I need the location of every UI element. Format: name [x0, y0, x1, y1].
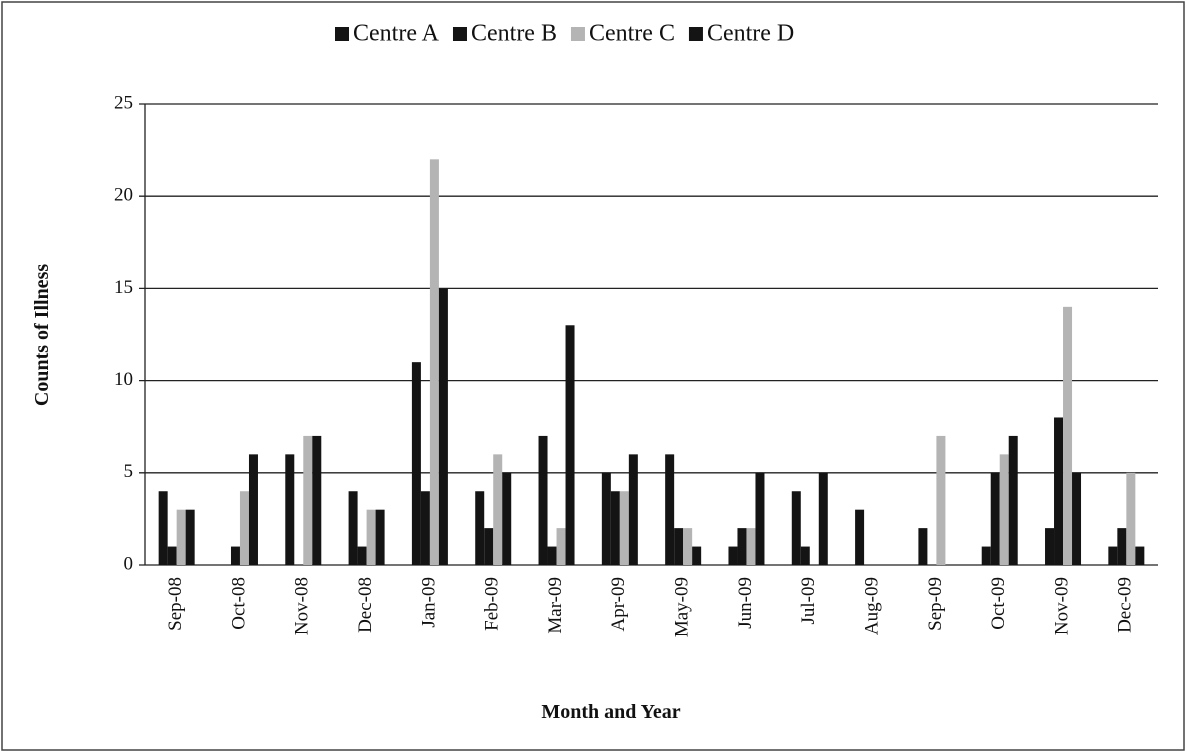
bar [176, 509, 186, 565]
bar [248, 454, 258, 565]
bar [303, 435, 313, 565]
y-tick-label: 0 [124, 553, 134, 574]
bar [601, 472, 611, 565]
bar [1108, 546, 1118, 565]
bar [565, 325, 575, 565]
legend-swatch [452, 27, 467, 41]
x-tick-label: Nov-08 [292, 577, 313, 635]
x-tick-label: Jun-09 [735, 577, 756, 629]
bar [357, 546, 367, 565]
x-tick-label: Apr-09 [608, 577, 629, 632]
bar [167, 546, 177, 565]
legend-label: Centre B [471, 21, 557, 47]
bar [619, 491, 629, 565]
legend-swatch [570, 27, 585, 41]
x-tick-label: Sep-08 [165, 577, 186, 631]
bar [348, 491, 358, 565]
x-tick-label: Nov-09 [1051, 577, 1072, 635]
x-tick-label: Jan-09 [418, 577, 439, 628]
x-tick-label: Feb-09 [482, 577, 503, 631]
y-tick-label: 15 [114, 277, 133, 298]
legend-label: Centre C [589, 21, 675, 47]
bar [674, 528, 684, 565]
bar [746, 528, 756, 565]
bar [547, 546, 557, 565]
bar [936, 435, 946, 565]
bar [1126, 472, 1136, 565]
bar [411, 362, 421, 565]
bar [818, 472, 828, 565]
bar [1063, 306, 1073, 565]
bar [610, 491, 620, 565]
y-axis-title: Counts of Illness [31, 264, 53, 406]
y-tick-label: 5 [124, 461, 134, 482]
bar [918, 528, 928, 565]
bar [285, 454, 295, 565]
x-tick-label: Aug-09 [861, 577, 882, 635]
bar [981, 546, 991, 565]
x-tick-label: Mar-09 [545, 577, 566, 634]
y-tick-label: 10 [114, 369, 133, 390]
bar [493, 454, 503, 565]
legend-label: Centre D [707, 21, 794, 47]
bar [855, 509, 865, 565]
bar [728, 546, 738, 565]
bar [737, 528, 747, 565]
bar [1054, 417, 1064, 565]
bar [990, 472, 1000, 565]
x-tick-label: Oct-09 [988, 577, 1009, 630]
x-tick-label: Sep-09 [925, 577, 946, 631]
legend-swatch [688, 27, 703, 41]
x-axis-title: Month and Year [541, 701, 680, 723]
bar [420, 491, 430, 565]
bar [502, 472, 512, 565]
bar [158, 491, 168, 565]
x-tick-label: Dec-09 [1115, 577, 1136, 633]
bar [791, 491, 801, 565]
bar [185, 509, 195, 565]
bar [230, 546, 240, 565]
legend-swatch [335, 27, 349, 41]
bar [239, 491, 249, 565]
bar [1072, 472, 1082, 565]
bar [312, 435, 322, 565]
bar [429, 159, 439, 565]
x-tick-label: Jul-09 [798, 577, 819, 625]
bar [538, 435, 548, 565]
x-tick-label: Dec-08 [355, 577, 376, 633]
bar [628, 454, 638, 565]
bar [692, 546, 702, 565]
bar [999, 454, 1009, 565]
bar [484, 528, 494, 565]
bar [755, 472, 765, 565]
bar [1045, 528, 1055, 565]
bar [665, 454, 675, 565]
bar [475, 491, 485, 565]
bar [1008, 435, 1018, 565]
bar [556, 528, 566, 565]
y-tick-label: 25 [114, 92, 133, 113]
bar [1135, 546, 1145, 565]
bar [683, 528, 693, 565]
x-tick-label: Oct-08 [228, 577, 249, 630]
bar [438, 288, 448, 565]
legend-label: Centre A [353, 21, 440, 47]
y-tick-label: 20 [114, 185, 133, 206]
x-tick-label: May-09 [672, 577, 693, 637]
bar [800, 546, 810, 565]
bar [1117, 528, 1127, 565]
bar [366, 509, 376, 565]
bar [375, 509, 385, 565]
